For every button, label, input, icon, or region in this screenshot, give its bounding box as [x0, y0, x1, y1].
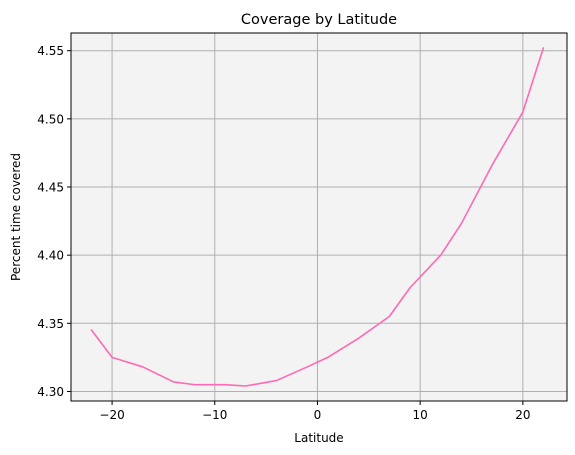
- y-tick-label: 4.40: [37, 249, 64, 263]
- x-tick-label: 20: [515, 408, 530, 422]
- y-tick-label: 4.30: [37, 385, 64, 399]
- x-axis: −20 −10 0 10 20: [99, 401, 530, 422]
- chart-title: Coverage by Latitude: [241, 12, 397, 28]
- x-tick-label: 0: [314, 408, 322, 422]
- x-tick-label: 10: [413, 408, 428, 422]
- grid: [71, 33, 567, 401]
- y-tick-label: 4.50: [37, 112, 64, 126]
- y-tick-label: 4.55: [37, 44, 64, 58]
- series-lines: [90, 47, 545, 387]
- x-axis-label: Latitude: [294, 431, 343, 445]
- series-line: [90, 47, 545, 387]
- plot-frame: [70, 32, 568, 402]
- x-tick-label: −10: [202, 408, 227, 422]
- y-axis: 4.30 4.35 4.40 4.45 4.50 4.55: [37, 44, 71, 399]
- plot-background: [71, 33, 567, 401]
- y-tick-label: 4.45: [37, 181, 64, 195]
- y-axis-label: Percent time covered: [9, 153, 23, 281]
- y-tick-label: 4.35: [37, 317, 64, 331]
- x-tick-label: −20: [99, 408, 124, 422]
